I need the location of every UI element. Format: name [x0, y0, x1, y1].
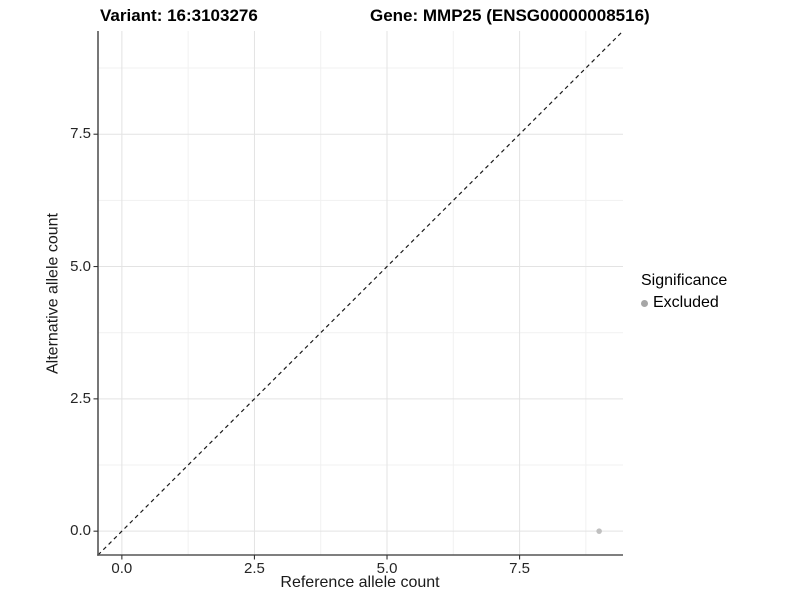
- legend-title: Significance: [641, 272, 728, 289]
- x-tick-label: 7.5: [509, 560, 530, 577]
- y-tick-label: 0.0: [70, 522, 91, 540]
- plot-title-gene: Gene: MMP25 (ENSG00000008516): [370, 6, 650, 25]
- plot-title-variant: Variant: 16:3103276: [100, 6, 258, 25]
- legend-entry-label: Excluded: [653, 294, 719, 311]
- y-tick-label: 5.0: [70, 257, 91, 275]
- legend-entry-excluded: Excluded: [641, 294, 727, 312]
- y-tick-label: 7.5: [70, 125, 91, 143]
- x-tick-label: 0.0: [111, 560, 133, 577]
- data-point-excluded: [596, 528, 602, 534]
- x-axis-title: Reference allele count: [280, 574, 440, 591]
- y-tick-label: 2.5: [70, 389, 91, 407]
- identity-dashed-line: [97, 30, 624, 556]
- x-tick-label: 5.0: [376, 560, 398, 577]
- y-axis-title: Alternative allele count: [44, 213, 62, 374]
- legend: Significance Excluded: [641, 272, 727, 312]
- legend-point-icon: [641, 299, 648, 307]
- x-tick-label: 2.5: [244, 560, 265, 577]
